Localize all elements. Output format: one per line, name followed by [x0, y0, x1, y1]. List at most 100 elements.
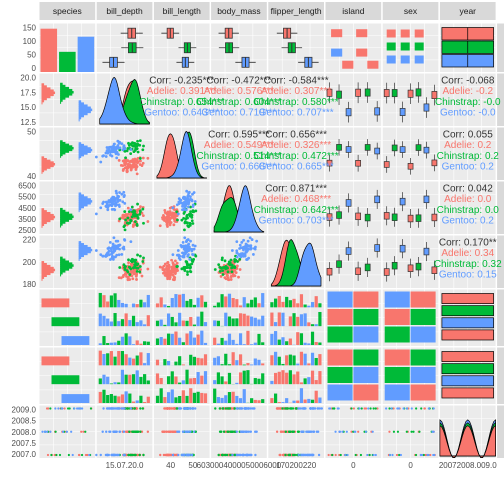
histogram-bar — [253, 297, 257, 308]
box — [415, 214, 422, 222]
histogram-bar — [146, 341, 150, 345]
scatter-point — [243, 253, 247, 257]
scatter-point — [227, 260, 231, 264]
histogram-bar — [296, 332, 300, 345]
box — [345, 247, 352, 255]
corr-group-label: Gentoo: 0.665*** — [259, 161, 334, 172]
scatter-point — [134, 158, 138, 162]
scatter-point — [405, 430, 408, 433]
density-curve — [439, 424, 496, 458]
histogram-bar — [220, 364, 224, 366]
histogram-bar — [250, 344, 254, 345]
scatter-point — [117, 276, 121, 279]
corr-group-label: Gentoo: -0.0 — [440, 107, 496, 118]
scatter-point — [229, 275, 233, 279]
histogram-bar — [78, 192, 82, 195]
scatter-point — [163, 430, 166, 433]
scatter-point — [146, 220, 150, 223]
histogram-bar — [113, 342, 117, 345]
scatter-point — [104, 155, 108, 158]
strip-top — [211, 2, 267, 20]
scatter-point — [111, 199, 115, 203]
histogram-bar — [192, 377, 197, 385]
scatter-point — [412, 430, 415, 433]
histogram-bar — [213, 320, 217, 327]
scatter-point — [131, 160, 135, 164]
scatter-point — [350, 407, 353, 410]
scatter-point — [241, 453, 244, 457]
scatter-point — [226, 277, 230, 281]
scatter-point — [127, 261, 130, 265]
scatter-point — [221, 273, 225, 276]
histogram-bar — [78, 241, 82, 244]
scatter-point — [163, 262, 167, 266]
histogram-bar — [178, 337, 182, 345]
y-tick-label: 2009.0 — [12, 406, 37, 415]
histogram-bar — [174, 376, 178, 385]
scatter-point — [120, 192, 124, 196]
scatter-point — [297, 430, 301, 433]
scatter-point — [291, 407, 295, 410]
box — [345, 199, 352, 207]
histogram-bar — [155, 395, 160, 403]
histogram-bar — [174, 361, 178, 366]
scatter-point — [121, 213, 125, 217]
scatter-point — [102, 154, 105, 158]
year-bar — [441, 363, 494, 375]
scatter-point — [250, 453, 253, 457]
histogram-bar — [78, 244, 88, 248]
scatter-point — [398, 453, 401, 457]
histogram-bar — [135, 355, 139, 366]
histogram-bar — [109, 321, 113, 327]
histogram-bar — [78, 198, 91, 201]
histogram-bar — [78, 203, 88, 207]
y-tick-label: 12.5 — [20, 118, 36, 127]
histogram-bar — [257, 319, 261, 327]
box — [391, 213, 398, 221]
histogram-bar — [61, 394, 90, 403]
scatter-point — [118, 247, 121, 251]
scatter-point — [132, 209, 136, 213]
scatter-point — [81, 407, 84, 410]
histogram-bar — [41, 266, 54, 270]
histogram-bar — [78, 246, 91, 250]
histogram-bar — [41, 157, 47, 161]
histogram-bar — [163, 324, 167, 327]
histogram-bar — [41, 213, 54, 217]
histogram-bar — [185, 320, 189, 327]
scatter-point — [127, 210, 131, 214]
histogram-bar — [270, 380, 274, 385]
scatter-point — [405, 407, 409, 410]
scatter-point — [127, 141, 130, 145]
histogram-bar — [216, 397, 220, 403]
scatter-point — [303, 453, 307, 457]
histogram-bar — [273, 351, 278, 366]
scatter-point — [61, 407, 64, 410]
box — [407, 89, 414, 98]
scatter-point — [235, 251, 239, 255]
box — [336, 90, 342, 99]
scatter-point — [175, 267, 179, 271]
scatter-point — [171, 211, 175, 215]
scatter-point — [167, 266, 171, 270]
scatter-point — [192, 407, 195, 410]
histogram-bar — [220, 376, 224, 385]
box — [336, 144, 342, 151]
scatter-point — [166, 220, 169, 224]
histogram-bar — [60, 95, 70, 98]
box — [383, 268, 390, 276]
histogram-bar — [189, 299, 193, 308]
box — [355, 267, 361, 275]
scatter-point — [111, 242, 115, 246]
scatter-point — [184, 246, 188, 250]
histogram-bar — [281, 301, 285, 308]
histogram-bar — [159, 297, 163, 308]
histogram-bar — [109, 394, 113, 403]
scatter-point — [108, 253, 111, 257]
scatter-point — [162, 214, 165, 217]
histogram-bar — [117, 299, 121, 308]
histogram-bar — [200, 392, 204, 403]
scatter-point — [423, 407, 426, 410]
scatter-point — [183, 236, 187, 240]
scatter-point — [71, 453, 74, 457]
